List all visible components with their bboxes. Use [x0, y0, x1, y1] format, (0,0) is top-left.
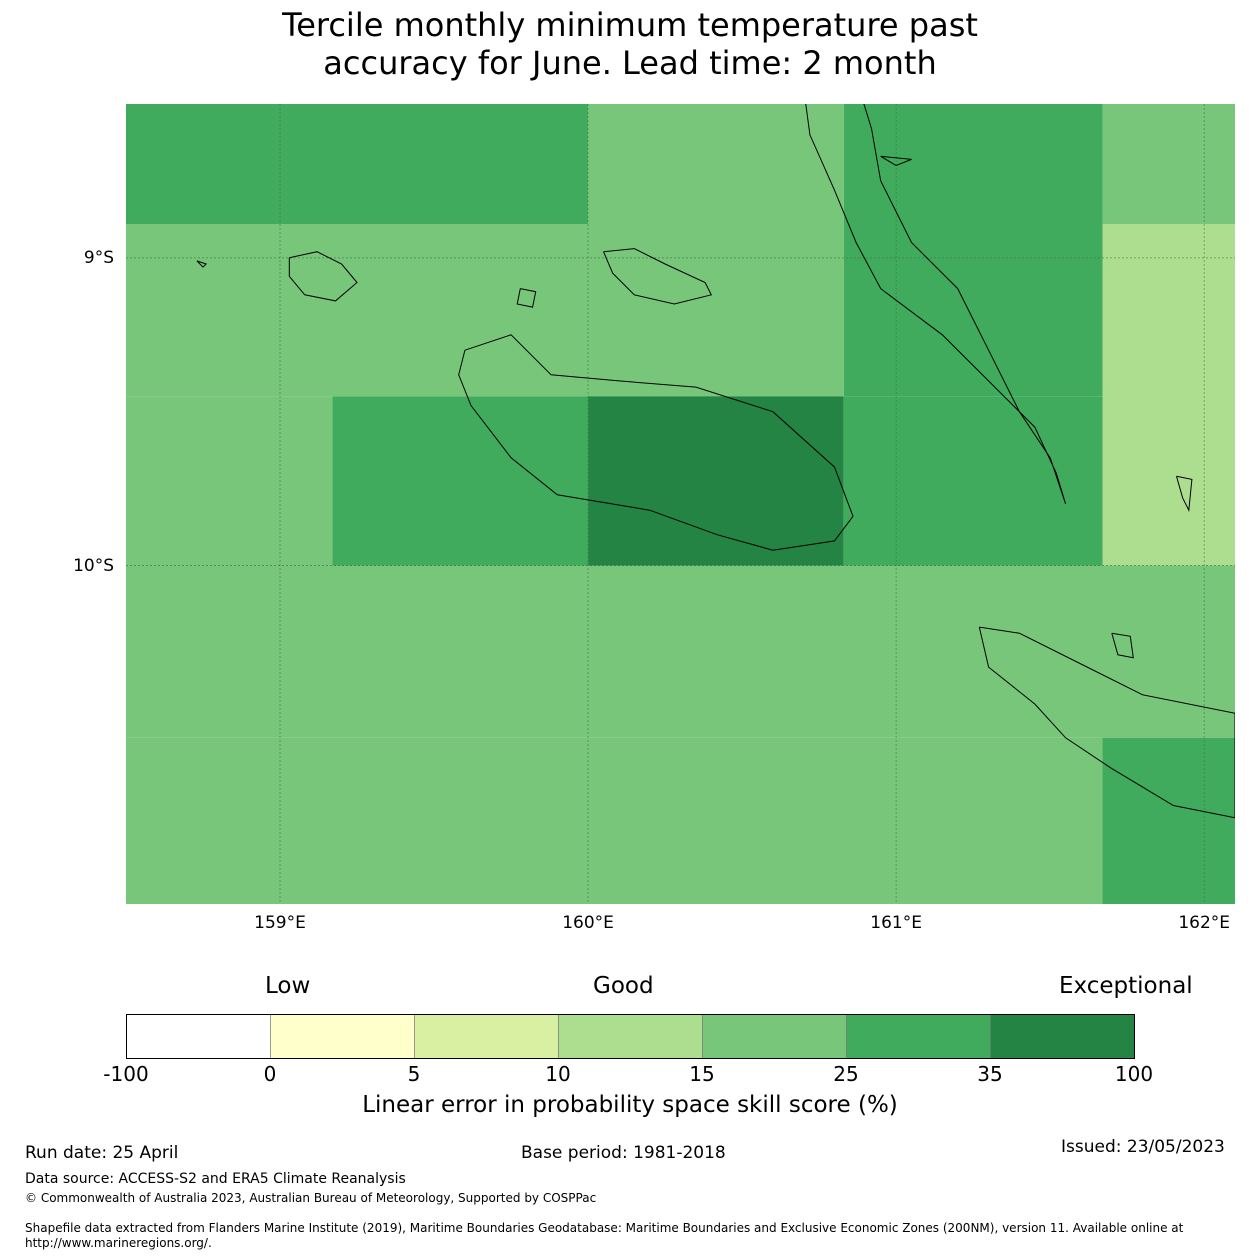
shapefile-credit: Shapefile data extracted from Flanders M… — [25, 1221, 1245, 1251]
colorbar-tick-2: 5 — [407, 1062, 421, 1086]
skill-cell-12 — [126, 737, 1103, 904]
coastline-small-island-4 — [196, 260, 208, 268]
lon-tick-label-0: 159°E — [254, 913, 306, 933]
data-source: Data source: ACCESS-S2 and ERA5 Climate … — [25, 1171, 406, 1187]
coastline-ulawa — [1111, 632, 1134, 659]
skill-cell-2 — [843, 104, 1103, 224]
category-good-label: Good — [593, 973, 654, 999]
colorbar-bin-1 — [270, 1014, 415, 1059]
skill-cell-4 — [126, 224, 844, 397]
issued-date: Issued: 23/05/2023 — [1061, 1137, 1225, 1157]
skill-cell-3 — [1102, 104, 1235, 224]
colorbar-bin-0 — [126, 1014, 271, 1059]
lon-tick-label-3: 162°E — [1178, 913, 1231, 933]
category-low-label: Low — [265, 973, 311, 999]
base-period: Base period: 1981-2018 — [521, 1143, 726, 1163]
colorbar-bin-4 — [702, 1014, 847, 1059]
coastline-small-island-3 — [1176, 475, 1193, 512]
colorbar-tick-6: 35 — [977, 1062, 1003, 1086]
lat-tick-label-0: 9°S — [83, 247, 114, 268]
lat-tick-label-1: 10°S — [73, 555, 114, 576]
colorbar-tick-7: 100 — [1114, 1062, 1154, 1086]
run-date: Run date: 25 April — [25, 1143, 179, 1163]
skill-cell-5 — [843, 224, 1103, 397]
coastline-small-island-1 — [880, 155, 912, 167]
coastline-malaita — [805, 104, 1067, 505]
colorbar-frame — [126, 1014, 1135, 1059]
colorbar-tick-0: -100 — [103, 1062, 149, 1086]
title-line-1: Tercile monthly minimum temperature past — [282, 6, 978, 44]
colorbar-label: Linear error in probability space skill … — [362, 1092, 898, 1118]
shapefile-credit-line-2: http://www.marineregions.org/. — [25, 1236, 212, 1250]
colorbar-tick-3: 10 — [545, 1062, 571, 1086]
skill-cell-10 — [843, 396, 1103, 566]
skill-cell-13 — [1102, 737, 1235, 904]
skill-cell-8 — [332, 396, 589, 566]
colorbar-tick-4: 15 — [689, 1062, 715, 1086]
colorbar-bin-2 — [414, 1014, 559, 1059]
shapefile-credit-line-1: Shapefile data extracted from Flanders M… — [25, 1221, 1184, 1235]
chart-title: Tercile monthly minimum temperature past… — [0, 6, 1260, 82]
skill-cell-7 — [126, 396, 333, 566]
skill-cell-0 — [126, 104, 589, 224]
skill-cell-11 — [126, 565, 1235, 738]
skill-cell-6 — [1102, 224, 1235, 566]
colorbar-bin-6 — [990, 1014, 1135, 1059]
coastline-makira — [978, 626, 1235, 819]
coastline-florida-islands — [603, 248, 713, 305]
colorbar-tick-1: 0 — [263, 1062, 277, 1086]
colorbar-bin-5 — [846, 1014, 991, 1059]
colorbar-tick-5: 25 — [833, 1062, 859, 1086]
title-line-2: accuracy for June. Lead time: 2 month — [323, 44, 937, 82]
skill-cell-1 — [588, 104, 844, 224]
skill-map — [126, 104, 1235, 904]
coastline-russell-islands — [288, 251, 358, 302]
colorbar-bin-3 — [558, 1014, 703, 1059]
category-exceptional-label: Exceptional — [1059, 973, 1193, 999]
coastline-guadalcanal — [458, 334, 854, 551]
lon-tick-label-2: 161°E — [870, 913, 922, 933]
skill-cell-9 — [588, 396, 844, 566]
colorbar — [126, 1014, 1135, 1059]
copyright: © Commonwealth of Australia 2023, Austra… — [25, 1191, 597, 1205]
lon-tick-label-1: 160°E — [562, 913, 614, 933]
coastline-small-island-2 — [516, 288, 537, 308]
